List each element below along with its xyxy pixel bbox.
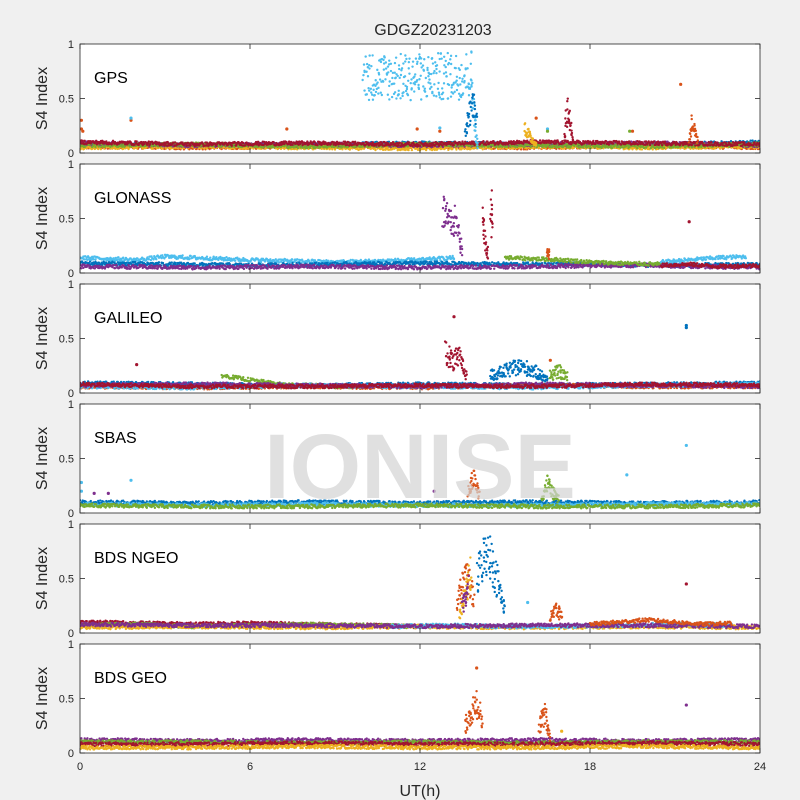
data-point <box>306 146 309 150</box>
data-point <box>99 147 103 151</box>
data-point <box>642 146 646 150</box>
data-point <box>99 145 103 148</box>
data-point <box>171 147 175 150</box>
data-point <box>463 147 466 150</box>
data-point <box>663 146 666 150</box>
data-point <box>424 148 428 152</box>
data-point <box>410 148 414 152</box>
data-point <box>202 147 206 150</box>
data-point <box>435 148 439 152</box>
data-point <box>582 146 585 149</box>
data-point <box>451 147 454 151</box>
data-point <box>403 148 407 152</box>
figure-title: GDGZ20231203 <box>374 22 492 39</box>
data-point <box>276 147 279 151</box>
data-point <box>469 145 472 148</box>
data-point <box>611 146 614 150</box>
data-point <box>532 147 535 150</box>
data-point <box>382 148 385 152</box>
data-point <box>455 148 458 151</box>
data-point <box>631 148 634 151</box>
data-point <box>308 146 312 150</box>
data-point <box>561 145 565 149</box>
data-point <box>94 145 97 149</box>
data-point <box>609 144 613 147</box>
data-point <box>447 148 450 152</box>
plot-area <box>80 44 760 153</box>
data-point <box>235 147 239 151</box>
marks-group <box>80 50 760 152</box>
data-point <box>84 145 87 148</box>
data-point <box>283 147 286 151</box>
data-point <box>333 148 337 151</box>
data-point <box>165 147 168 150</box>
data-point <box>515 145 519 149</box>
data-point <box>336 146 339 149</box>
data-point <box>374 148 377 152</box>
data-point <box>361 145 364 148</box>
data-point <box>505 145 509 148</box>
data-point <box>505 147 509 150</box>
data-point <box>651 148 654 151</box>
data-point <box>660 146 664 149</box>
data-point <box>495 145 498 149</box>
data-point <box>481 148 484 151</box>
data-point <box>428 148 432 151</box>
data-point <box>296 146 300 150</box>
data-point <box>252 147 255 150</box>
data-point <box>437 147 441 150</box>
data-point <box>572 146 576 150</box>
data-point <box>469 147 472 151</box>
data-point <box>238 145 241 148</box>
data-point <box>407 148 410 152</box>
data-point <box>490 147 493 151</box>
data-point <box>416 148 420 152</box>
data-point <box>97 147 100 151</box>
data-point <box>497 147 500 151</box>
data-point <box>142 147 145 150</box>
data-point <box>749 139 752 142</box>
data-point <box>205 147 209 150</box>
data-point <box>654 146 657 150</box>
data-point <box>103 147 106 150</box>
data-point <box>169 147 173 150</box>
data-point <box>220 145 223 148</box>
data-point <box>640 148 644 151</box>
data-point <box>537 146 540 150</box>
data-point <box>97 145 101 148</box>
